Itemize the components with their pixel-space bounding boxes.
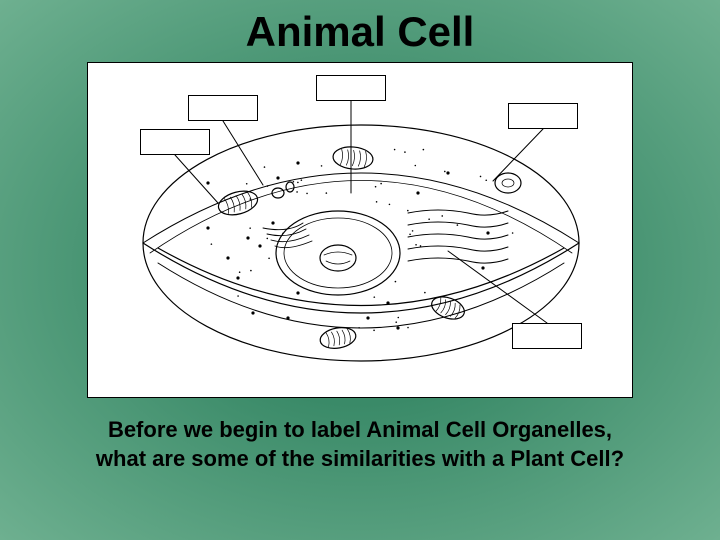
caption-line-1: Before we begin to label Animal Cell Org… <box>96 416 624 445</box>
diagram-label-box <box>508 103 578 129</box>
caption-line-2: what are some of the similarities with a… <box>96 445 624 474</box>
slide-caption: Before we begin to label Animal Cell Org… <box>78 416 642 473</box>
diagram-label-box <box>188 95 258 121</box>
diagram-label-box <box>140 129 210 155</box>
diagram-label-box <box>316 75 386 101</box>
slide-background: Animal Cell Before we begin to label Ani… <box>0 0 720 540</box>
diagram-label-box <box>512 323 582 349</box>
diagram-frame <box>87 62 633 398</box>
slide-title: Animal Cell <box>246 8 475 56</box>
